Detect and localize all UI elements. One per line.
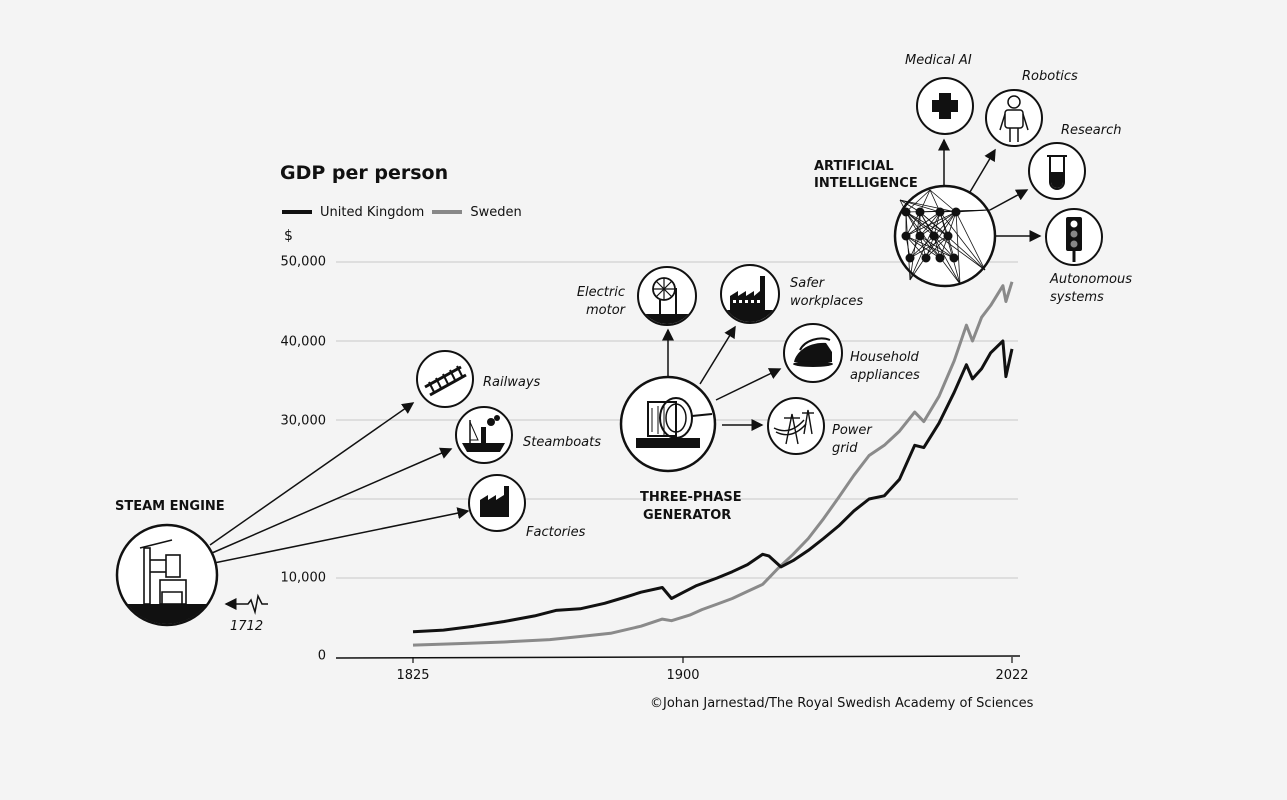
test-tube-icon [1028,142,1086,200]
legend-label-uk: United Kingdom [320,204,425,220]
generator-icon [619,375,717,473]
y-tick-label: 40,000 [280,334,327,350]
series-line-sweden [412,281,1014,647]
power-grid-label-2: grid [832,441,858,456]
safer-workplaces-label-1: Safer [790,276,825,291]
autonomous-label-1: Autonomous [1050,272,1133,287]
y-tick-label: 50,000 [280,254,327,270]
neural-network-icon [893,184,997,288]
railways-icon [416,350,474,408]
arrow-household [715,368,782,401]
electric-motor-icon [637,266,697,326]
autonomous-label-2: systems [1050,290,1104,305]
year-1712-label: 1712 [230,619,264,634]
legend-label-sweden: Sweden [470,204,522,220]
three-phase-label-2: GENERATOR [643,508,732,523]
steamboats-icon [455,406,513,464]
legend-item-sweden: Sweden [432,204,522,220]
steam-engine-icon [115,523,219,627]
y-tick-label: 10,000 [280,570,327,586]
arrow-safer-workplaces [699,325,736,385]
power-grid-label-1: Power [832,423,872,438]
steam-engine-label: STEAM ENGINE [115,499,225,514]
medical-ai-label: Medical AI [905,53,972,68]
factories-icon [468,474,526,532]
legend-item-uk: United Kingdom [282,205,424,220]
arrow-steamboats [211,447,453,554]
x-axis-line [335,655,1021,659]
safer-workplaces-icon [720,264,780,324]
x-tick-label: 1900 [666,668,700,683]
ai-label-2: INTELLIGENCE [814,176,918,191]
legend: United Kingdom Sweden [282,202,522,222]
traffic-light-icon [1045,208,1103,266]
series-line-uk [412,339,1014,634]
railways-label: Railways [483,375,541,390]
y-tick-label: 30,000 [280,413,327,429]
arrow-robotics [969,148,996,193]
legend-swatch-sweden [432,210,463,214]
legend-swatch-uk [282,210,312,214]
robot-icon [985,89,1043,147]
ai-label-1: ARTIFICIAL [814,159,894,174]
household-label-2: appliances [850,368,920,383]
power-grid-icon [767,397,825,455]
research-label: Research [1061,123,1122,138]
safer-workplaces-label-2: workplaces [790,294,864,309]
arrows [209,138,1042,615]
x-tick-label: 1825 [396,668,430,683]
electric-motor-label-2: motor [585,303,625,318]
medical-cross-icon [916,77,974,135]
three-phase-label-1: THREE-PHASE [640,490,742,505]
arrow-factories [213,507,470,564]
robotics-label: Robotics [1022,69,1078,84]
steamboats-label: Steamboats [523,435,602,450]
y-tick-label: 0 [317,648,326,664]
arrow-railways [209,402,415,546]
arrow-1712 [224,593,268,615]
electric-motor-label-1: Electric [576,285,625,300]
y-axis-label: $ [284,228,293,244]
household-label-1: Household [850,350,919,365]
credit-line: ©Johan Jarnestad/The Royal Swedish Acade… [650,696,1034,711]
factories-label: Factories [526,525,586,540]
x-tick-label: 2022 [995,668,1029,683]
series-lines [412,281,1014,647]
arrow-research [989,189,1029,211]
chart-title: GDP per person [280,162,449,184]
axes [335,655,1021,663]
household-appliances-icon [783,323,843,383]
